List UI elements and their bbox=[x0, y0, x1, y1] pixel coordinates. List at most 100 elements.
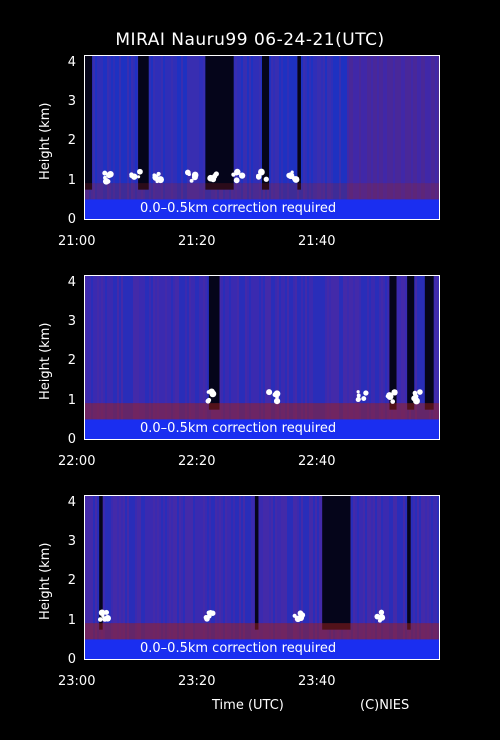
backscatter-column bbox=[169, 276, 171, 439]
backscatter-column bbox=[243, 276, 245, 439]
backscatter-column bbox=[105, 56, 107, 219]
backscatter-column bbox=[207, 496, 209, 659]
backscatter-column bbox=[321, 496, 323, 659]
backscatter-column bbox=[99, 56, 101, 219]
backscatter-column bbox=[133, 496, 135, 659]
near-surface-strip bbox=[85, 199, 439, 219]
backscatter-column bbox=[107, 496, 109, 659]
y-tick-label: 0 bbox=[67, 652, 76, 667]
cloud-return-point bbox=[363, 390, 369, 396]
backscatter-column bbox=[103, 276, 105, 439]
backscatter-column bbox=[329, 56, 331, 219]
backscatter-column bbox=[157, 56, 159, 219]
backscatter-column bbox=[125, 56, 127, 219]
backscatter-column bbox=[351, 276, 353, 439]
backscatter-column bbox=[93, 276, 95, 439]
backscatter-column bbox=[267, 496, 269, 659]
backscatter-column bbox=[229, 496, 231, 659]
backscatter-column bbox=[169, 56, 171, 219]
heatmap-canvas bbox=[85, 276, 439, 439]
backscatter-column bbox=[215, 496, 217, 659]
backscatter-column bbox=[167, 496, 169, 659]
x-tick-label: 23:40 bbox=[298, 674, 336, 689]
x-tick-label: 23:00 bbox=[58, 674, 96, 689]
backscatter-column bbox=[385, 496, 387, 659]
backscatter-column bbox=[119, 56, 121, 219]
backscatter-column bbox=[149, 276, 151, 439]
backscatter-column bbox=[275, 496, 277, 659]
backscatter-column bbox=[299, 496, 301, 659]
cloud-return-point bbox=[391, 389, 398, 396]
backscatter-column bbox=[141, 276, 143, 439]
backscatter-column bbox=[421, 496, 423, 659]
backscatter-column bbox=[231, 276, 233, 439]
backscatter-column bbox=[359, 56, 361, 219]
backscatter-column bbox=[337, 56, 339, 219]
backscatter-column bbox=[137, 276, 139, 439]
backscatter-column bbox=[143, 496, 145, 659]
backscatter-column bbox=[323, 56, 325, 219]
backscatter-column bbox=[373, 56, 375, 219]
backscatter-column bbox=[321, 56, 323, 219]
y-tick-label: 2 bbox=[67, 353, 76, 369]
backscatter-column bbox=[219, 496, 221, 659]
cloud-return-point bbox=[258, 168, 265, 176]
backscatter-column bbox=[293, 276, 295, 439]
backscatter-column bbox=[239, 56, 241, 219]
cloud-return-point bbox=[275, 390, 280, 395]
backscatter-column bbox=[233, 56, 235, 219]
backscatter-column bbox=[279, 56, 281, 219]
backscatter-column bbox=[165, 56, 167, 219]
y-tick-label: 4 bbox=[67, 494, 76, 510]
backscatter-column bbox=[129, 496, 131, 659]
cloud-return-point bbox=[413, 397, 420, 405]
backscatter-column bbox=[405, 276, 407, 439]
backscatter-column bbox=[145, 496, 147, 659]
backscatter-column bbox=[123, 276, 125, 439]
backscatter-column bbox=[365, 276, 367, 439]
cloud-return-point bbox=[412, 391, 417, 396]
backscatter-column bbox=[243, 496, 245, 659]
backscatter-column bbox=[313, 276, 315, 439]
backscatter-column bbox=[191, 496, 193, 659]
backscatter-column bbox=[241, 496, 243, 659]
cloud-return-point bbox=[102, 170, 108, 176]
backscatter-column bbox=[281, 496, 283, 659]
backscatter-column bbox=[199, 496, 201, 659]
backscatter-column bbox=[341, 56, 343, 219]
backscatter-column bbox=[243, 56, 245, 219]
y-tick-label: 3 bbox=[67, 94, 76, 110]
backscatter-column bbox=[111, 56, 113, 219]
backscatter-column bbox=[181, 56, 183, 219]
backscatter-column bbox=[153, 276, 155, 439]
backscatter-column bbox=[155, 56, 157, 219]
backscatter-column bbox=[107, 276, 109, 439]
backscatter-column bbox=[275, 56, 277, 219]
backscatter-column bbox=[233, 496, 235, 659]
backscatter-column bbox=[373, 496, 375, 659]
backscatter-column bbox=[273, 276, 275, 439]
backscatter-column bbox=[315, 56, 317, 219]
cloud-return-point bbox=[137, 175, 141, 179]
backscatter-column bbox=[195, 276, 197, 439]
backscatter-column bbox=[383, 276, 385, 439]
backscatter-column bbox=[381, 496, 383, 659]
backscatter-column bbox=[127, 276, 129, 439]
backscatter-column bbox=[123, 496, 125, 659]
backscatter-column bbox=[437, 56, 439, 219]
backscatter-column bbox=[399, 276, 401, 439]
backscatter-column bbox=[395, 496, 397, 659]
backscatter-column bbox=[407, 56, 409, 219]
backscatter-column bbox=[207, 276, 209, 439]
backscatter-column bbox=[181, 276, 183, 439]
backscatter-column bbox=[205, 496, 207, 659]
backscatter-column bbox=[383, 496, 385, 659]
cloud-shadow-column bbox=[407, 276, 415, 410]
backscatter-column bbox=[387, 276, 389, 439]
cloud-return-point bbox=[207, 610, 214, 616]
backscatter-column bbox=[409, 56, 411, 219]
lidar-panel-3: Height (km) 0 1 2 3 4 0.0–0.5km correction req… bbox=[0, 495, 500, 715]
backscatter-column bbox=[307, 496, 309, 659]
backscatter-column bbox=[203, 496, 205, 659]
backscatter-column bbox=[313, 496, 315, 659]
